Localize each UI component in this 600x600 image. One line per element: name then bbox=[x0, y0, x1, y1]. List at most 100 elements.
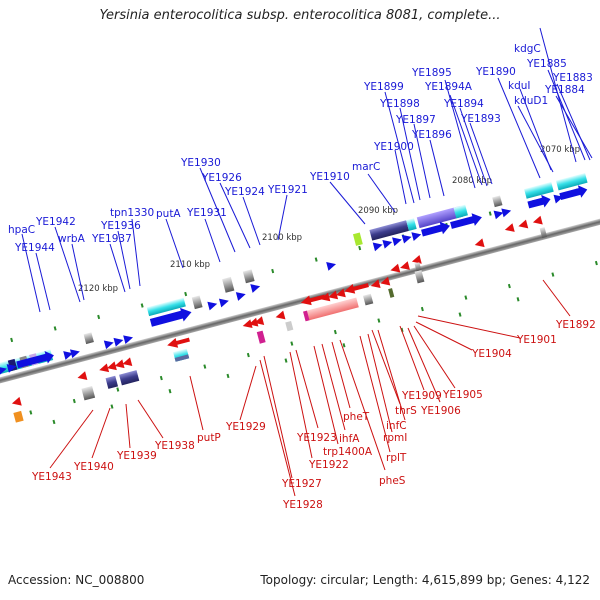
gene-box bbox=[105, 375, 119, 389]
gene-label: YE1894A bbox=[424, 81, 473, 93]
accession-text: Accession: NC_008800 bbox=[8, 573, 145, 587]
gene-label: YE1921 bbox=[267, 184, 308, 196]
gene-label: YE1883 bbox=[552, 72, 593, 84]
gene-box bbox=[285, 320, 294, 332]
gene-box bbox=[352, 232, 363, 246]
gene-label: YE1900 bbox=[373, 141, 414, 153]
gene-arrow bbox=[527, 194, 551, 209]
gene-label: YE1929 bbox=[225, 421, 266, 433]
gene-box bbox=[174, 354, 190, 362]
gene-box bbox=[81, 385, 96, 401]
gene-label: YE1896 bbox=[411, 129, 452, 141]
gene-box bbox=[222, 276, 235, 293]
gene-box bbox=[191, 295, 203, 310]
gene-box bbox=[416, 205, 464, 229]
gene-label: YE1885 bbox=[526, 58, 567, 70]
gene-label: pheS bbox=[379, 475, 406, 487]
gene-label: infC bbox=[386, 420, 407, 432]
gene-label: kduD1 bbox=[514, 95, 548, 107]
gene-arrow bbox=[16, 350, 54, 369]
map-title: Yersinia enterocolitica subsp. enterocol… bbox=[99, 8, 501, 23]
gene-label: rpmI bbox=[383, 432, 407, 444]
gene-label: hpaC bbox=[8, 224, 35, 236]
gene-label: putA bbox=[156, 208, 181, 220]
gene-label: wrbA bbox=[58, 233, 86, 245]
gene-label: YE1899 bbox=[363, 81, 404, 93]
gene-arrow bbox=[167, 337, 190, 348]
scale-label-2090: 2090 kbp bbox=[358, 206, 398, 216]
gene-label: YE1942 bbox=[35, 216, 76, 228]
gene-box bbox=[524, 181, 554, 199]
gene-box bbox=[369, 220, 409, 241]
gene-box bbox=[556, 172, 588, 191]
gene-box bbox=[303, 297, 359, 322]
gene-label: YE1940 bbox=[73, 461, 114, 473]
gene-box bbox=[303, 310, 310, 322]
top-gene-labels: kdgC YE1885 YE1883 YE1884 kduI kduD1 YE1… bbox=[8, 43, 593, 254]
gene-label: YE1926 bbox=[201, 172, 242, 184]
gene-box bbox=[13, 410, 24, 423]
gene-box bbox=[256, 330, 266, 344]
gene-label: YE1936 bbox=[100, 220, 141, 232]
gene-label: YE1895 bbox=[411, 67, 452, 79]
gene-box bbox=[363, 293, 374, 306]
gene-label: putP bbox=[197, 432, 221, 444]
gene-box bbox=[414, 262, 422, 272]
bottom-leader-lines bbox=[49, 279, 571, 497]
gene-box bbox=[414, 270, 425, 284]
gene-box bbox=[119, 370, 140, 386]
gene-label: marC bbox=[352, 161, 380, 173]
gene-arrow bbox=[300, 294, 326, 306]
gene-label: YE1930 bbox=[180, 157, 221, 169]
topology-text: Topology: circular; Length: 4,615,899 bp… bbox=[260, 573, 590, 587]
scale-label-2120: 2120 kbp bbox=[78, 284, 118, 294]
gene-label: pheT bbox=[343, 411, 370, 423]
gene-label: YE1937 bbox=[91, 233, 132, 245]
gene-label: YE1924 bbox=[224, 186, 265, 198]
gene-arrow bbox=[450, 213, 482, 229]
gene-label: tpn1330 bbox=[110, 207, 154, 219]
forward-strand-genes bbox=[0, 172, 588, 376]
gene-label: YE1939 bbox=[116, 450, 157, 462]
gene-box bbox=[453, 204, 468, 219]
gene-label: YE1890 bbox=[475, 66, 516, 78]
gene-box bbox=[242, 269, 255, 284]
gene-label: YE1943 bbox=[31, 471, 72, 483]
gene-box bbox=[539, 227, 548, 239]
gene-label: trp1400A bbox=[323, 446, 373, 458]
gene-label: kduI bbox=[508, 80, 531, 92]
gene-arrow bbox=[149, 307, 192, 327]
gene-label: YE1892 bbox=[555, 319, 596, 331]
gene-label: YE1931 bbox=[186, 207, 227, 219]
gene-arrow bbox=[421, 221, 451, 237]
gene-label: ihfA bbox=[339, 433, 360, 445]
gene-label: YE1904 bbox=[471, 348, 512, 360]
gene-label: YE1884 bbox=[544, 84, 585, 96]
gene-box bbox=[406, 218, 417, 231]
gene-label: YE1928 bbox=[282, 499, 323, 511]
gene-band bbox=[0, 172, 600, 425]
gene-label: YE1922 bbox=[308, 459, 349, 471]
gene-label: YE1944 bbox=[14, 242, 55, 254]
gene-label: YE1909 bbox=[401, 390, 442, 402]
gene-label: YE1938 bbox=[154, 440, 195, 452]
gene-label: YE1905 bbox=[442, 389, 483, 401]
bottom-gene-labels: YE1892 YE1901 YE1904 YE1905 YE1906 YE190… bbox=[31, 319, 596, 511]
gene-label: YE1898 bbox=[379, 98, 420, 110]
gene-label: YE1897 bbox=[395, 114, 436, 126]
gene-label: YE1910 bbox=[309, 171, 350, 183]
gene-label: YE1901 bbox=[516, 334, 557, 346]
scale-label-2080: 2080 kbp bbox=[452, 176, 492, 186]
tick-row-lower bbox=[29, 260, 598, 415]
gene-label: YE1893 bbox=[460, 113, 501, 125]
gene-arrow bbox=[344, 283, 369, 294]
gene-label: YE1906 bbox=[420, 405, 461, 417]
gene-box bbox=[146, 297, 186, 317]
gene-label: rplT bbox=[386, 452, 407, 464]
gene-label: thrS bbox=[395, 405, 417, 417]
scale-label-2070: 2070 kbp bbox=[540, 145, 580, 155]
gene-box bbox=[83, 332, 94, 345]
top-leader-lines bbox=[21, 27, 593, 313]
